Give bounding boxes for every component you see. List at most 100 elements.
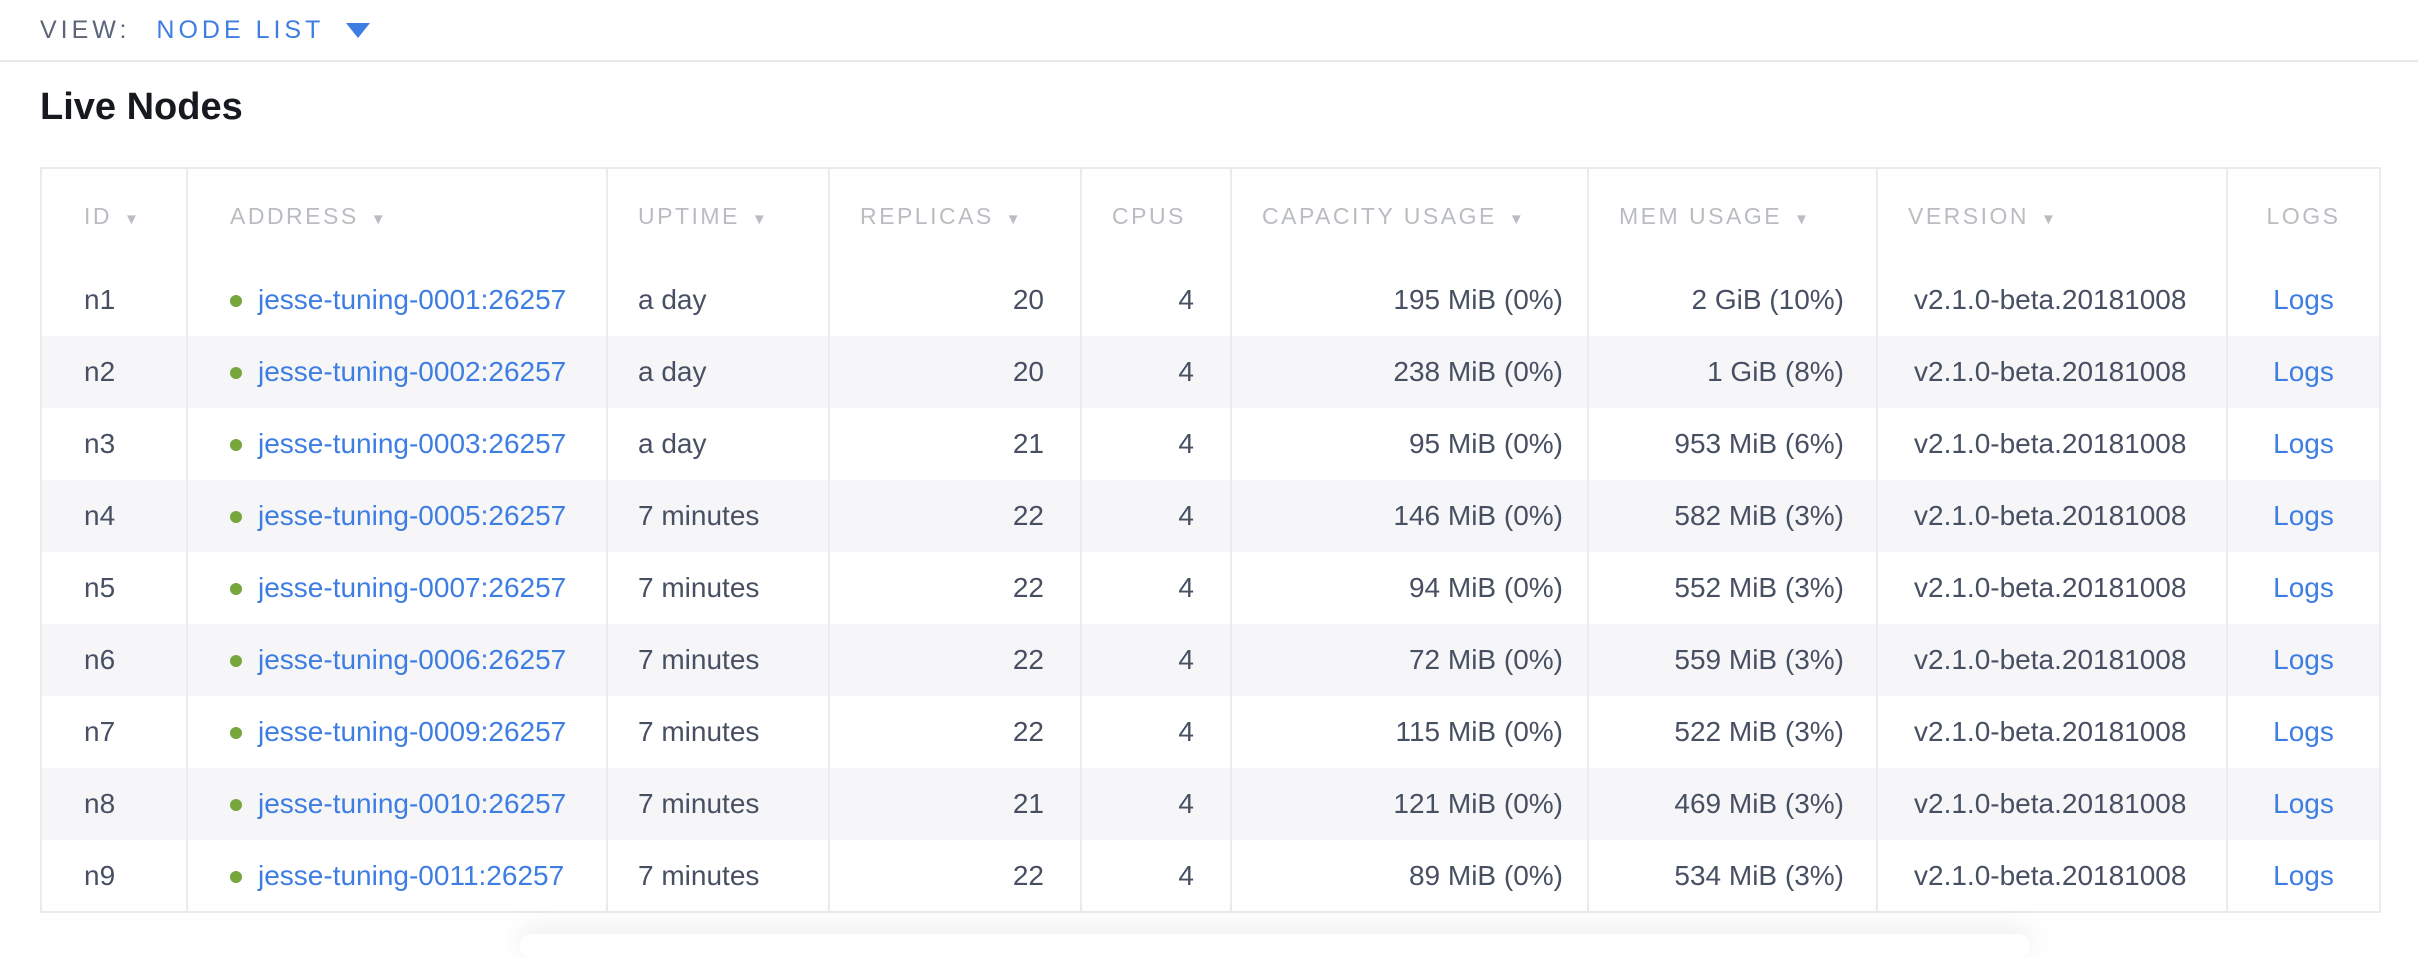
- logs-link[interactable]: Logs: [2273, 860, 2334, 891]
- node-uptime-cell: 7 minutes: [607, 840, 829, 912]
- logs-link[interactable]: Logs: [2273, 572, 2334, 603]
- node-version-cell: v2.1.0-beta.20181008: [1877, 264, 2227, 336]
- node-address-link[interactable]: jesse-tuning-0010:26257: [258, 788, 566, 819]
- node-replicas-cell: 21: [829, 768, 1081, 840]
- node-version-cell: v2.1.0-beta.20181008: [1877, 840, 2227, 912]
- column-header-address[interactable]: ADDRESS▼: [187, 168, 607, 264]
- node-version-cell: v2.1.0-beta.20181008: [1877, 624, 2227, 696]
- node-address-link[interactable]: jesse-tuning-0006:26257: [258, 644, 566, 675]
- node-live-status-icon: [230, 871, 242, 883]
- node-logs-cell: Logs: [2227, 264, 2380, 336]
- node-mem-usage-cell: 559 MiB (3%): [1588, 624, 1877, 696]
- node-uptime-cell: 7 minutes: [607, 768, 829, 840]
- node-logs-cell: Logs: [2227, 336, 2380, 408]
- node-live-status-icon: [230, 727, 242, 739]
- logs-link[interactable]: Logs: [2273, 716, 2334, 747]
- logs-link[interactable]: Logs: [2273, 356, 2334, 387]
- node-uptime-cell: 7 minutes: [607, 696, 829, 768]
- logs-link[interactable]: Logs: [2273, 428, 2334, 459]
- node-version-cell: v2.1.0-beta.20181008: [1877, 768, 2227, 840]
- table-row: n1 jesse-tuning-0001:26257 a day 20 4 19…: [41, 264, 2380, 336]
- node-version-cell: v2.1.0-beta.20181008: [1877, 336, 2227, 408]
- column-header-logs: LOGS: [2227, 168, 2380, 264]
- page-title: Live Nodes: [40, 86, 2418, 129]
- node-address-cell: jesse-tuning-0010:26257: [187, 768, 607, 840]
- live-nodes-table: ID▼ ADDRESS▼ UPTIME▼ REPLICAS▼ CPUS CAPA…: [40, 167, 2381, 913]
- node-id-cell: n4: [41, 480, 187, 552]
- logs-link[interactable]: Logs: [2273, 788, 2334, 819]
- sort-desc-icon: ▼: [752, 211, 769, 228]
- live-nodes-table-container: ID▼ ADDRESS▼ UPTIME▼ REPLICAS▼ CPUS CAPA…: [40, 167, 2378, 913]
- table-row: n4 jesse-tuning-0005:26257 7 minutes 22 …: [41, 480, 2380, 552]
- node-address-link[interactable]: jesse-tuning-0001:26257: [258, 284, 566, 315]
- node-logs-cell: Logs: [2227, 768, 2380, 840]
- node-mem-usage-cell: 469 MiB (3%): [1588, 768, 1877, 840]
- column-header-replicas[interactable]: REPLICAS▼: [829, 168, 1081, 264]
- node-address-link[interactable]: jesse-tuning-0011:26257: [258, 860, 564, 891]
- node-address-link[interactable]: jesse-tuning-0003:26257: [258, 428, 566, 459]
- node-replicas-cell: 22: [829, 624, 1081, 696]
- node-version-cell: v2.1.0-beta.20181008: [1877, 408, 2227, 480]
- node-address-cell: jesse-tuning-0003:26257: [187, 408, 607, 480]
- node-mem-usage-cell: 552 MiB (3%): [1588, 552, 1877, 624]
- node-address-link[interactable]: jesse-tuning-0009:26257: [258, 716, 566, 747]
- node-capacity-usage-cell: 146 MiB (0%): [1231, 480, 1588, 552]
- node-live-status-icon: [230, 655, 242, 667]
- logs-link[interactable]: Logs: [2273, 644, 2334, 675]
- node-mem-usage-cell: 1 GiB (8%): [1588, 336, 1877, 408]
- node-id-cell: n9: [41, 840, 187, 912]
- node-uptime-cell: a day: [607, 408, 829, 480]
- node-live-status-icon: [230, 799, 242, 811]
- node-address-link[interactable]: jesse-tuning-0002:26257: [258, 356, 566, 387]
- sort-desc-icon: ▼: [1509, 211, 1526, 228]
- sort-desc-icon: ▼: [371, 211, 388, 228]
- node-replicas-cell: 22: [829, 552, 1081, 624]
- node-cpus-cell: 4: [1081, 408, 1231, 480]
- table-row: n5 jesse-tuning-0007:26257 7 minutes 22 …: [41, 552, 2380, 624]
- sort-desc-icon: ▼: [124, 211, 141, 228]
- node-replicas-cell: 22: [829, 480, 1081, 552]
- bottom-sheet-shadow: [520, 934, 2030, 958]
- node-cpus-cell: 4: [1081, 480, 1231, 552]
- node-live-status-icon: [230, 511, 242, 523]
- node-address-link[interactable]: jesse-tuning-0005:26257: [258, 500, 566, 531]
- node-logs-cell: Logs: [2227, 696, 2380, 768]
- column-header-capacity-usage[interactable]: CAPACITY USAGE▼: [1231, 168, 1588, 264]
- column-header-mem-usage[interactable]: MEM USAGE▼: [1588, 168, 1877, 264]
- column-header-id[interactable]: ID▼: [41, 168, 187, 264]
- logs-link[interactable]: Logs: [2273, 500, 2334, 531]
- node-capacity-usage-cell: 94 MiB (0%): [1231, 552, 1588, 624]
- node-capacity-usage-cell: 195 MiB (0%): [1231, 264, 1588, 336]
- node-live-status-icon: [230, 439, 242, 451]
- table-row: n3 jesse-tuning-0003:26257 a day 21 4 95…: [41, 408, 2380, 480]
- node-address-cell: jesse-tuning-0005:26257: [187, 480, 607, 552]
- node-cpus-cell: 4: [1081, 552, 1231, 624]
- node-capacity-usage-cell: 238 MiB (0%): [1231, 336, 1588, 408]
- node-id-cell: n8: [41, 768, 187, 840]
- node-uptime-cell: a day: [607, 336, 829, 408]
- node-capacity-usage-cell: 95 MiB (0%): [1231, 408, 1588, 480]
- node-id-cell: n3: [41, 408, 187, 480]
- view-dropdown[interactable]: NODE LIST: [156, 16, 324, 45]
- node-version-cell: v2.1.0-beta.20181008: [1877, 480, 2227, 552]
- node-cpus-cell: 4: [1081, 696, 1231, 768]
- table-row: n9 jesse-tuning-0011:26257 7 minutes 22 …: [41, 840, 2380, 912]
- node-replicas-cell: 22: [829, 696, 1081, 768]
- node-logs-cell: Logs: [2227, 408, 2380, 480]
- node-address-link[interactable]: jesse-tuning-0007:26257: [258, 572, 566, 603]
- node-mem-usage-cell: 582 MiB (3%): [1588, 480, 1877, 552]
- node-capacity-usage-cell: 121 MiB (0%): [1231, 768, 1588, 840]
- column-header-version[interactable]: VERSION▼: [1877, 168, 2227, 264]
- node-logs-cell: Logs: [2227, 552, 2380, 624]
- node-mem-usage-cell: 522 MiB (3%): [1588, 696, 1877, 768]
- node-uptime-cell: 7 minutes: [607, 480, 829, 552]
- node-mem-usage-cell: 2 GiB (10%): [1588, 264, 1877, 336]
- node-capacity-usage-cell: 115 MiB (0%): [1231, 696, 1588, 768]
- table-row: n8 jesse-tuning-0010:26257 7 minutes 21 …: [41, 768, 2380, 840]
- caret-down-icon[interactable]: [346, 23, 370, 38]
- column-header-uptime[interactable]: UPTIME▼: [607, 168, 829, 264]
- node-id-cell: n6: [41, 624, 187, 696]
- node-address-cell: jesse-tuning-0011:26257: [187, 840, 607, 912]
- node-logs-cell: Logs: [2227, 840, 2380, 912]
- logs-link[interactable]: Logs: [2273, 284, 2334, 315]
